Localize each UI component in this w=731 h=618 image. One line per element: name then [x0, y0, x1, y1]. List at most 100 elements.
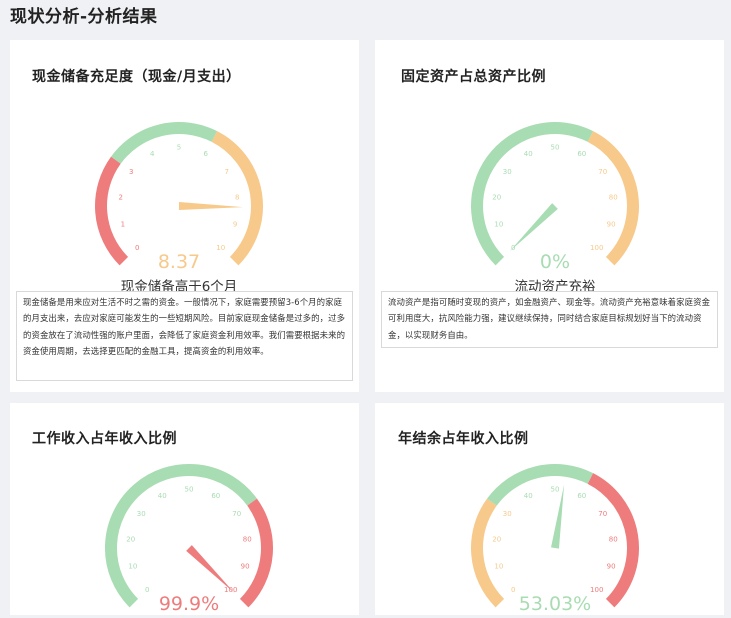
gauge-value: 8.37: [158, 251, 200, 273]
card-title: 固定资产占总资产比例: [401, 69, 546, 85]
gauge-status: 现金储备高于6个月: [121, 278, 238, 295]
gauge-tick-label: 50: [551, 486, 560, 494]
gauge-pointer: [178, 202, 243, 210]
gauge-tick-label: 60: [211, 492, 220, 500]
gauge-tick: [521, 141, 525, 146]
gauge-band: [587, 473, 639, 608]
gauge-tick-label: 100: [590, 586, 603, 594]
card-work-income-ratio: 工作收入占年收入比例 010203040506070809010099.9%工作…: [10, 403, 359, 615]
gauge-tick: [137, 595, 142, 600]
gauge-tick-label: 80: [609, 193, 618, 201]
gauge-value: 99.9%: [159, 593, 219, 615]
gauge-tick-label: 20: [492, 193, 501, 201]
gauge-tick: [503, 595, 508, 600]
gauge-tick: [585, 483, 589, 488]
gauge-tick: [209, 141, 213, 146]
gauge-tick: [233, 163, 238, 167]
gauge-tick-label: 4: [150, 150, 155, 158]
gauge-tick: [243, 226, 248, 229]
gauge-tick: [110, 226, 115, 229]
gauge-tick-label: 7: [224, 168, 228, 176]
gauge-tick-label: 2: [118, 193, 122, 201]
gauge-pointer: [551, 484, 565, 549]
gauge-tick-label: 5: [177, 144, 181, 152]
gauge-tick-label: 10: [494, 563, 503, 571]
gauge-tick-label: 40: [524, 150, 533, 158]
gauge-tick: [145, 141, 149, 146]
gauge-tick-label: 1: [121, 221, 125, 229]
gauge-tick: [602, 253, 607, 258]
gauge-tick: [609, 163, 614, 167]
gauge-band: [239, 498, 273, 608]
gauge-tick-label: 60: [577, 492, 586, 500]
gauge-tick-label: 6: [204, 150, 209, 158]
gauge-tick: [130, 505, 135, 509]
gauge-tick-label: 30: [503, 510, 512, 518]
gauge-tick: [619, 568, 624, 571]
card-title: 工作收入占年收入比例: [32, 431, 177, 447]
gauge-band: [471, 122, 594, 266]
gauge-tick-label: 60: [577, 150, 586, 158]
gauge-tick-label: 80: [243, 535, 252, 543]
gauge-tick: [127, 253, 132, 258]
gauge-band: [587, 131, 639, 266]
gauge-tick: [503, 253, 508, 258]
gauge-tick: [219, 483, 223, 488]
gauge-tick: [619, 226, 624, 229]
card-annual-savings-ratio: 年结余占年收入比例 010203040506070809010053.03%年结…: [375, 403, 724, 615]
gauge-tick-label: 9: [233, 221, 237, 229]
gauge-tick-label: 80: [609, 535, 618, 543]
gauge-tick: [496, 505, 501, 509]
gauge-tick-label: 0: [135, 244, 139, 252]
description-box: 流动资产是指可随时变现的资产，如金融资产、现金等。流动资产充裕意味着家庭资金可利…: [381, 291, 718, 348]
gauge-tick: [107, 194, 112, 196]
gauge-value: 53.03%: [519, 593, 591, 615]
gauge-tick: [622, 194, 627, 196]
gauge-band: [95, 156, 129, 266]
gauge-tick: [120, 568, 125, 571]
card-title: 现金储备充足度（现金/月支出）: [32, 69, 241, 85]
gauge-tick-label: 70: [232, 510, 241, 518]
gauge-tick: [496, 163, 501, 167]
gauge-tick-label: 10: [128, 563, 137, 571]
gauge-tick-label: 20: [492, 535, 501, 543]
card-title: 年结余占年收入比例: [398, 431, 529, 447]
gauge-tick-label: 40: [524, 492, 533, 500]
gauge-tick: [120, 163, 125, 167]
gauge-tick-label: 100: [590, 244, 603, 252]
card-fixed-asset-ratio: 固定资产占总资产比例 0 10 20 30 40 50 60 70 80 90 100 0% 流动资产充…: [375, 40, 724, 392]
gauge-tick: [246, 194, 251, 196]
gauge-band: [111, 122, 218, 164]
card-cash-reserve: 现金储备充足度（现金/月支出） 0 1 2 3 4 5 6 7 8 9 10 8.37 现金储备高于6个…: [10, 40, 359, 392]
gauge-tick: [486, 568, 491, 571]
gauge-pointer: [186, 545, 235, 594]
gauge-tick: [236, 595, 241, 600]
gauge-tick-label: 50: [551, 144, 560, 152]
gauge-tick-label: 90: [607, 563, 616, 571]
gauge-tick-label: 20: [126, 535, 135, 543]
gauge-band: [211, 131, 263, 266]
gauge-tick-label: 0: [145, 586, 149, 594]
gauge-tick-label: 50: [185, 486, 194, 494]
gauge-tick: [256, 536, 261, 538]
gauge-tick-label: 3: [129, 168, 133, 176]
gauge-tick: [253, 568, 258, 571]
gauge-tick: [117, 536, 122, 538]
gauge-annual-savings-ratio: 010203040506070809010053.03%年结余高于30%低于60…: [471, 464, 639, 615]
description-box: 现金储备是用来应对生活不时之需的资金。一般情况下，家庭需要预留3-6个月的家庭的…: [16, 291, 353, 381]
gauge-tick: [155, 483, 159, 488]
gauge-tick-label: 10: [216, 244, 225, 252]
gauge-tick: [521, 483, 525, 488]
gauge-tick: [609, 505, 614, 509]
gauge-tick: [483, 194, 488, 196]
gauge-tick-label: 90: [241, 563, 250, 571]
gauge-tick: [486, 226, 491, 229]
gauge-tick: [243, 505, 248, 509]
gauge-tick-label: 30: [137, 510, 146, 518]
gauge-tick: [602, 595, 607, 600]
gauge-band: [487, 464, 594, 506]
gauge-tick: [585, 141, 589, 146]
gauge-band: [105, 463, 257, 608]
